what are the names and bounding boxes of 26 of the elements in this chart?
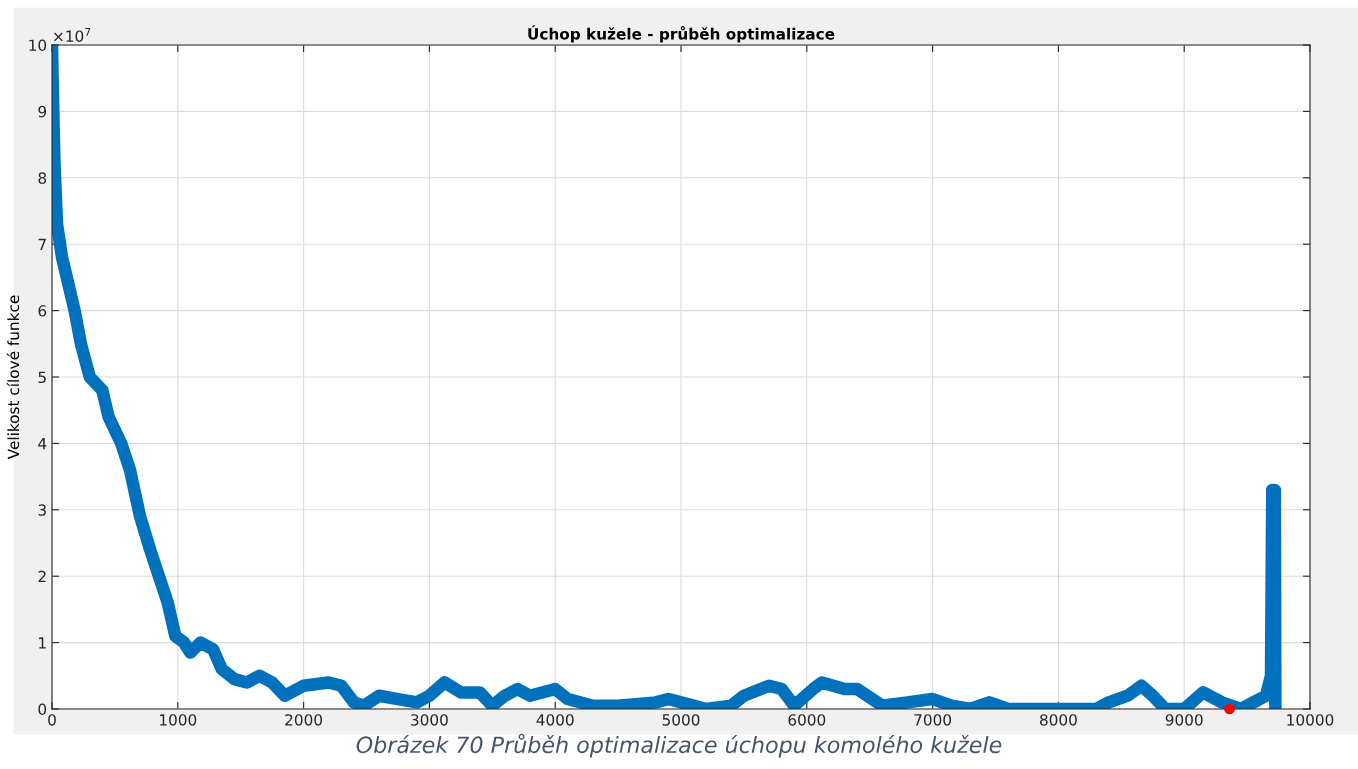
- x-tick-label: 2000: [285, 714, 323, 726]
- y-tick-label: 9: [38, 105, 47, 118]
- y-tick-label: 0: [38, 703, 47, 716]
- y-tick-label: 2: [38, 570, 46, 582]
- y-tick-label: 6: [38, 305, 47, 317]
- text: Obrázek 70 Průběh optimalizace úchopu komolého kužele: [356, 733, 1002, 758]
- x-tick-label: 7000: [914, 714, 952, 726]
- x-tick-label: 6000: [788, 714, 826, 726]
- x-tick-label: 10000: [1287, 714, 1334, 726]
- x-tick-label: 0: [48, 714, 56, 726]
- y-tick-label: 5: [38, 371, 46, 384]
- y-tick-label: 3: [38, 504, 46, 516]
- y-axis-title: Velikost cílové funkce: [6, 295, 20, 460]
- x-tick-label: 3000: [411, 714, 448, 726]
- y-tick-label: 8: [38, 172, 47, 184]
- x-tick-label: 1000: [160, 714, 197, 726]
- y-tick-label: 7: [38, 238, 46, 250]
- y-tick-label: 4: [38, 438, 47, 450]
- x-tick-label: 9000: [1165, 714, 1203, 726]
- text: ×10$^{7}$: [54, 28, 91, 42]
- y-tick-label: 10: [29, 39, 47, 52]
- chart-title: Úchop kužele - průběh optimalizace: [528, 25, 835, 43]
- x-tick-label: 4000: [536, 714, 574, 726]
- x-tick-label: 5000: [662, 714, 700, 726]
- x-tick-label: 8000: [1039, 714, 1077, 726]
- y-tick-label: 1: [39, 637, 46, 649]
